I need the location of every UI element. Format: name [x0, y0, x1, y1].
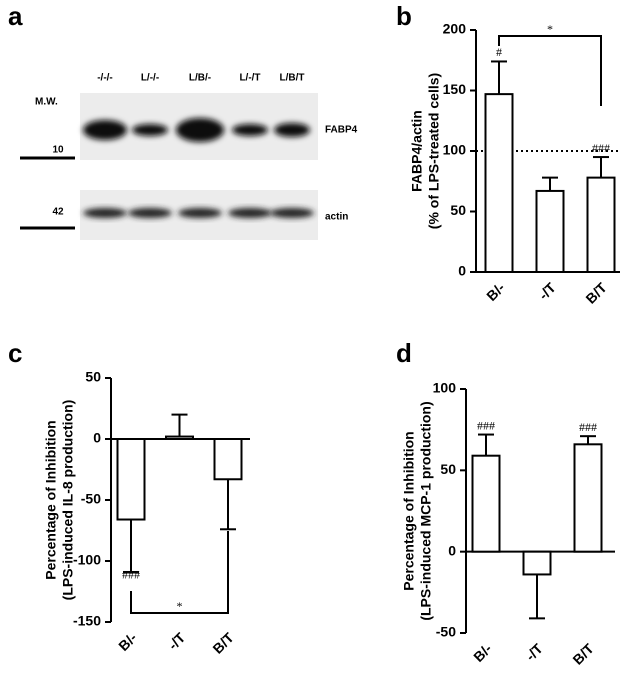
- annotation: ###: [122, 568, 140, 582]
- mw-label: 10: [52, 145, 64, 156]
- bar: [471, 454, 501, 553]
- blot-band: [232, 124, 268, 136]
- lane-label: L/B/T: [280, 73, 305, 84]
- y-tick-label: 50: [85, 369, 101, 385]
- panel-label: c: [8, 338, 22, 368]
- y-tick-label: 50: [440, 461, 456, 477]
- y-axis-label: Percentage of Inhibition: [401, 431, 417, 590]
- y-axis-label: (% of LPS-treated cells): [426, 73, 442, 229]
- significance-bracket: [498, 35, 602, 106]
- blot-band: [128, 208, 172, 218]
- significance-bracket: [130, 531, 229, 614]
- annotation: ###: [579, 420, 597, 434]
- panel-label: a: [8, 1, 23, 31]
- lane-label: L/-/T: [239, 73, 260, 84]
- blot-band: [178, 208, 222, 218]
- significance-label: *: [547, 22, 553, 36]
- y-tick-label: -150: [73, 613, 101, 629]
- y-tick-label: 0: [458, 263, 466, 279]
- blot-band: [270, 208, 314, 218]
- y-tick-label: 50: [450, 202, 466, 218]
- x-tick-label: B/-: [115, 629, 140, 654]
- y-tick-label: -50: [81, 491, 101, 507]
- x-tick-label: B/T: [582, 279, 610, 307]
- bar: [573, 443, 603, 553]
- mw-label: 42: [52, 207, 64, 218]
- panel-label: b: [396, 1, 412, 31]
- lane-label: -/-/-: [97, 73, 113, 84]
- lane-label: L/B/-: [189, 73, 211, 84]
- y-tick-label: 150: [443, 81, 467, 97]
- x-tick-label: -/T: [535, 279, 559, 303]
- y-axis-label: Percentage of Inhibition: [43, 420, 59, 579]
- y-tick-label: 0: [93, 430, 101, 446]
- significance-label: *: [177, 599, 183, 613]
- y-tick-label: -100: [73, 552, 101, 568]
- blot-band: [228, 208, 272, 218]
- y-axis-label: (LPS-induced MCP-1 production): [418, 401, 434, 620]
- x-tick-label: -/T: [522, 640, 546, 664]
- bar: [535, 189, 565, 273]
- y-tick-label: 100: [443, 142, 467, 158]
- blot-band: [83, 208, 127, 218]
- annotation: ###: [477, 418, 495, 432]
- mw-title: M.W.: [35, 97, 58, 108]
- x-tick-label: B/-: [470, 640, 495, 665]
- x-tick-label: B/-: [483, 279, 508, 304]
- blot-band: [132, 124, 168, 136]
- annotation: ###: [592, 141, 610, 155]
- bar: [586, 176, 616, 273]
- bar: [484, 93, 514, 273]
- bar: [522, 550, 552, 576]
- blot-band: [176, 118, 224, 142]
- panel-label: d: [396, 338, 412, 368]
- y-axis-label: (LPS-induced IL-8 production): [60, 400, 76, 601]
- bar: [165, 435, 194, 440]
- band-label: actin: [325, 212, 348, 223]
- annotation: #: [496, 45, 502, 59]
- y-tick-label: 100: [433, 380, 457, 396]
- bar: [116, 438, 146, 521]
- bar: [213, 438, 243, 481]
- lane-label: L/-/-: [141, 73, 159, 84]
- x-tick-label: B/T: [209, 629, 237, 657]
- band-label: FABP4: [325, 125, 358, 136]
- y-tick-label: 200: [443, 21, 467, 37]
- blot-band: [83, 120, 127, 140]
- y-axis-label: FABP4/actin: [409, 110, 425, 192]
- y-tick-label: 0: [448, 542, 456, 558]
- x-tick-label: -/T: [165, 629, 189, 653]
- blot-band: [274, 123, 310, 137]
- x-tick-label: B/T: [569, 640, 597, 668]
- y-tick-label: -50: [436, 624, 456, 640]
